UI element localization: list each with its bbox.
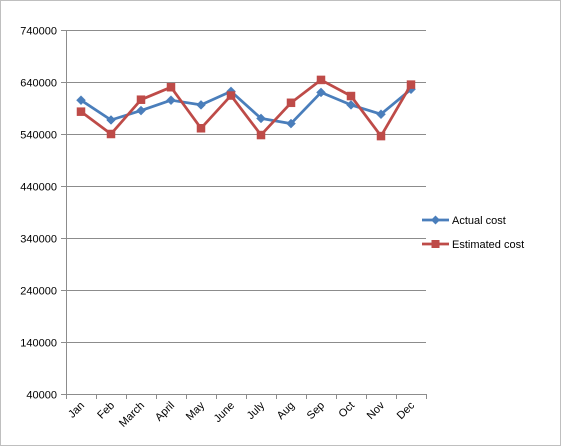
series [76,75,416,141]
data-point [346,91,356,101]
y-tick-label: 740000 [20,26,57,38]
data-point [406,80,416,89]
x-tick-label: Oct [337,400,358,421]
data-point [256,113,266,124]
y-tick-label: 240000 [20,286,57,298]
legend-entry-1: Actual cost [422,215,506,227]
x-tick-label: July [245,399,268,422]
y-tick-label: 340000 [20,234,57,246]
x-tick-label: Dec [395,399,418,422]
y-tick-label: 40000 [26,390,57,402]
legend-label: Estimated cost [452,239,524,251]
legend-label: Actual cost [452,215,506,227]
series-2 [76,75,416,141]
y-axis-ticks: 40000 140000 240000 340000 440000 540000 64000… [20,26,57,402]
data-point [316,87,326,98]
data-point [376,109,386,120]
x-tick-label: Feb [95,400,117,422]
gridlines [66,30,426,343]
data-point [166,82,176,92]
data-point [76,95,86,106]
y-tick-label: 140000 [20,338,57,350]
x-tick-label: Jan [66,400,87,421]
data-point [196,100,206,110]
x-tick-label: May [184,399,208,423]
data-point [166,95,176,106]
series-1 [76,84,416,129]
legend-entry-2: Estimated cost [422,239,524,251]
data-point [286,118,296,129]
series-line [79,78,413,138]
data-point [76,107,86,116]
data-point [286,98,296,108]
data-point [106,129,116,139]
axes [61,30,427,399]
data-point [346,100,356,110]
data-point [316,75,326,85]
y-tick-label: 640000 [20,78,57,90]
data-point [136,95,146,104]
y-tick-label: 440000 [20,182,57,194]
x-tick-label: March [117,400,147,430]
x-axis-ticks: Jan Feb March April May June July Aug Sep Oct Nov D… [66,399,417,429]
x-tick-label: Nov [365,399,388,422]
legend-marker [431,240,440,248]
data-point [136,105,146,116]
x-tick-label: June [212,400,237,425]
x-tick-label: Aug [275,400,297,422]
series-line [79,87,413,125]
x-tick-label: April [153,400,177,424]
data-point [256,130,266,140]
x-tick-label: Sep [305,400,327,422]
data-point [226,91,236,100]
data-point [376,131,386,141]
data-point [106,115,116,125]
legend: Actual cost Estimated cost [422,215,524,251]
y-tick-label: 540000 [20,130,57,142]
legend-marker [431,215,440,225]
data-point [196,124,206,133]
